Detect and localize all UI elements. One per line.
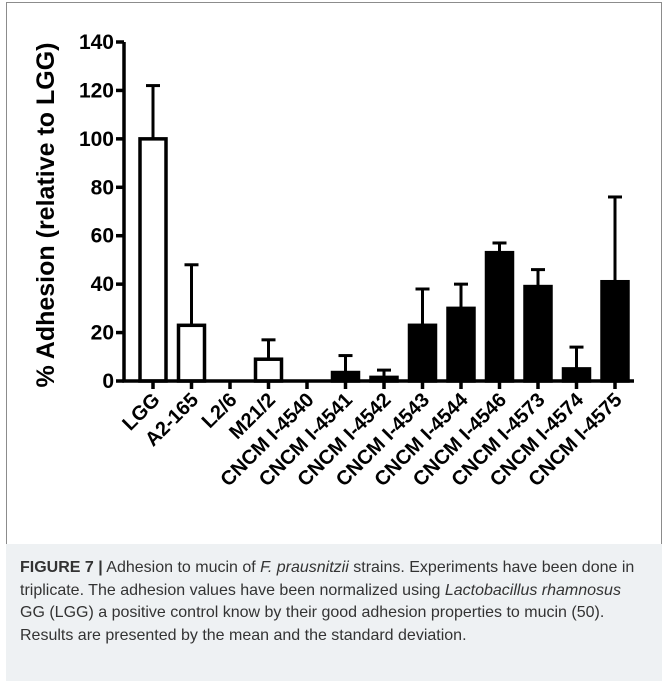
bar	[138, 137, 168, 383]
caption-box: FIGURE 7 | Adhesion to mucin of F. praus…	[6, 544, 662, 681]
y-tick-label: 140	[79, 31, 114, 54]
figure-label: FIGURE 7 |	[20, 559, 103, 576]
bar-chart: 0 20 40 60 80 100 120 140 LGGA2-165L2/6M21/2CNC…	[32, 31, 634, 491]
caption-text-2: strains. Experiments have been done in t…	[20, 559, 635, 599]
bar	[446, 306, 476, 383]
caption-species-2: Lactobacillus rhamnosus	[444, 581, 621, 599]
y-tick-label: 20	[91, 322, 114, 345]
figure-caption: FIGURE 7 | Adhesion to mucin of F. praus…	[20, 557, 648, 647]
y-tick-label: 40	[91, 273, 114, 296]
bar	[600, 279, 630, 383]
y-axis-label: % Adhesion (relative to LGG)	[32, 43, 60, 388]
caption-text-3: GG (LGG) a positive control know by thei…	[20, 604, 605, 644]
bar	[484, 250, 515, 383]
y-tick-label: 60	[91, 225, 114, 248]
y-tick-label: 120	[79, 79, 114, 102]
y-tick-label: 80	[91, 176, 114, 199]
caption-text-1: Adhesion to mucin of	[102, 559, 261, 576]
y-axis: 0 20 40 60 80 100 120 140	[79, 31, 126, 393]
y-tick-label: 0	[102, 370, 114, 393]
bar	[523, 284, 553, 383]
y-tick-label: 100	[79, 128, 114, 151]
caption-species-1: F. prausnitzii	[260, 559, 349, 576]
error-bars	[146, 84, 622, 378]
bar	[253, 357, 284, 383]
bar	[176, 323, 207, 383]
bars	[138, 137, 630, 383]
bar	[407, 323, 438, 383]
bar	[561, 367, 592, 383]
